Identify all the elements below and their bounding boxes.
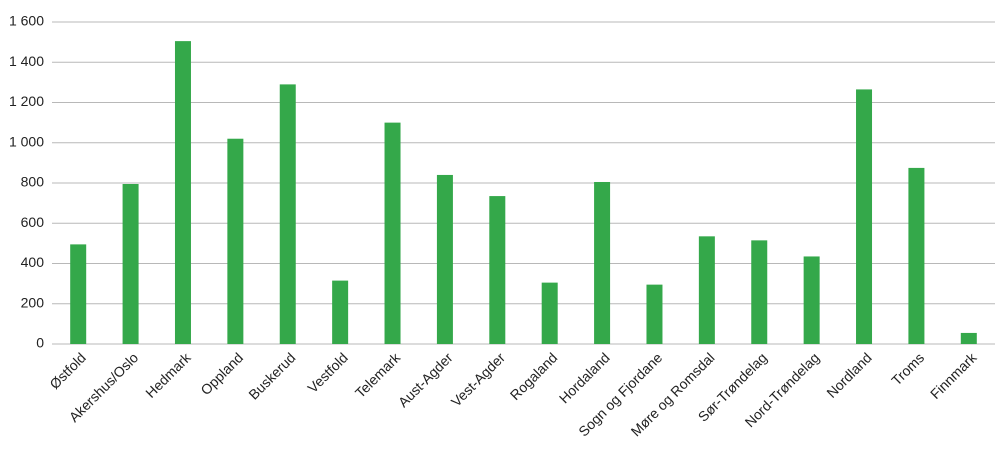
y-tick-label: 800 xyxy=(21,174,45,190)
bar xyxy=(332,280,349,344)
bar xyxy=(174,41,191,345)
x-tick-label: Oppland xyxy=(197,349,246,398)
bar xyxy=(751,240,768,344)
y-tick-label: 1 000 xyxy=(9,133,44,149)
y-tick-label: 400 xyxy=(21,254,45,270)
y-tick-label: 1 400 xyxy=(9,53,44,69)
y-tick-label: 0 xyxy=(36,335,44,351)
bar xyxy=(594,181,611,344)
y-tick-label: 1 600 xyxy=(9,13,44,29)
bar xyxy=(698,236,715,344)
y-tick-label: 200 xyxy=(21,294,45,310)
bar xyxy=(279,84,296,344)
x-tick-label: Vest-Agder xyxy=(448,349,509,410)
x-tick-label: Telemark xyxy=(352,349,404,401)
x-tick-label: Rogaland xyxy=(507,349,561,403)
bar xyxy=(908,167,925,344)
x-tick-label: Vestfold xyxy=(304,349,351,396)
bar xyxy=(541,282,558,344)
x-tick-label: Aust-Agder xyxy=(395,349,456,410)
x-tick-label: Østfold xyxy=(46,349,89,392)
bar xyxy=(227,138,244,344)
bar xyxy=(856,89,873,344)
bar xyxy=(489,196,506,344)
bar xyxy=(384,122,401,344)
bar xyxy=(803,256,820,344)
bar xyxy=(960,332,977,344)
bar xyxy=(122,184,139,344)
x-tick-label: Troms xyxy=(888,349,927,388)
x-tick-label: Hedmark xyxy=(142,349,194,401)
x-tick-label: Finnmark xyxy=(927,349,980,402)
bar xyxy=(436,174,453,344)
x-tick-label: Buskerud xyxy=(245,349,298,402)
bar xyxy=(646,284,663,344)
y-tick-label: 600 xyxy=(21,214,45,230)
y-tick-label: 1 200 xyxy=(9,93,44,109)
bar xyxy=(70,244,87,344)
x-tick-label: Nordland xyxy=(823,349,874,400)
